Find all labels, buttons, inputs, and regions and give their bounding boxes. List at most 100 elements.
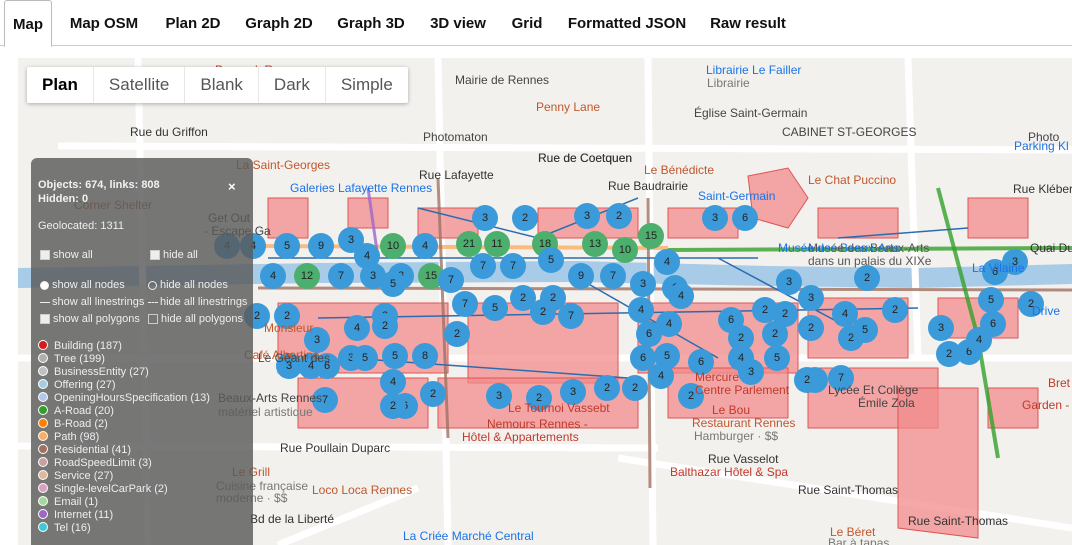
map-type-plan[interactable]: Plan xyxy=(27,67,94,103)
cluster-marker[interactable]: 5 xyxy=(352,345,378,371)
cluster-marker[interactable]: 2 xyxy=(606,203,632,229)
cluster-marker[interactable]: 11 xyxy=(484,231,510,257)
tab-raw-result[interactable]: Raw result xyxy=(710,15,786,32)
cluster-marker[interactable]: 3 xyxy=(630,271,656,297)
cluster-marker[interactable]: 2 xyxy=(1018,291,1044,317)
cluster-marker[interactable]: 3 xyxy=(472,205,498,231)
tab-map[interactable]: Map xyxy=(4,0,52,47)
hide-all-polygons-button[interactable]: hide all polygons xyxy=(148,313,243,325)
tab-grid[interactable]: Grid xyxy=(511,15,543,32)
show-all-polygons-button[interactable]: show all polygons xyxy=(40,313,140,325)
cluster-marker[interactable]: 2 xyxy=(772,301,798,327)
map-canvas[interactable]: 4459341042111181310153232364127381577759… xyxy=(18,58,1072,545)
tab-formatted-json[interactable]: Formatted JSON xyxy=(567,15,687,32)
hide-all-linestrings-button[interactable]: hide all linestrings xyxy=(148,296,247,308)
cluster-marker[interactable]: 5 xyxy=(382,343,408,369)
cluster-marker[interactable]: 8 xyxy=(412,343,438,369)
tab-3d-view[interactable]: 3D view xyxy=(430,15,486,32)
cluster-marker[interactable]: 5 xyxy=(482,295,508,321)
cluster-marker[interactable]: 3 xyxy=(486,383,512,409)
cluster-marker[interactable]: 7 xyxy=(600,263,626,289)
close-icon[interactable]: × xyxy=(228,179,236,194)
cluster-marker[interactable]: 7 xyxy=(438,267,464,293)
cluster-marker[interactable]: 5 xyxy=(380,271,406,297)
cluster-marker[interactable]: 21 xyxy=(456,231,482,257)
cluster-marker[interactable]: 4 xyxy=(380,369,406,395)
cluster-marker[interactable]: 7 xyxy=(328,263,354,289)
cluster-marker[interactable]: 2 xyxy=(274,303,300,329)
hide-all-nodes-radio[interactable]: hide all nodes xyxy=(148,279,228,291)
cluster-marker[interactable]: 6 xyxy=(732,205,758,231)
cluster-marker[interactable]: 5 xyxy=(852,317,878,343)
tab-map-osm[interactable]: Map OSM xyxy=(69,15,139,32)
map-type-simple[interactable]: Simple xyxy=(340,75,393,94)
cluster-marker[interactable]: 4 xyxy=(648,363,674,389)
cluster-marker[interactable]: 2 xyxy=(372,313,398,339)
cluster-marker[interactable]: 4 xyxy=(654,249,680,275)
legend-item[interactable]: Tree (199) xyxy=(38,353,105,366)
cluster-marker[interactable]: 7 xyxy=(312,387,338,413)
cluster-marker[interactable]: 2 xyxy=(530,299,556,325)
cluster-marker[interactable]: 7 xyxy=(558,303,584,329)
cluster-marker[interactable]: 5 xyxy=(538,247,564,273)
map-type-dark[interactable]: Dark xyxy=(259,67,326,103)
tab-graph-3d[interactable]: Graph 3D xyxy=(337,15,405,32)
legend-item[interactable]: Offering (27) xyxy=(38,379,116,392)
legend-item[interactable]: OpeningHoursSpecification (13) xyxy=(38,392,210,405)
cluster-marker[interactable]: 4 xyxy=(298,353,324,379)
map-type-satellite[interactable]: Satellite xyxy=(94,67,186,103)
legend-item[interactable]: Service (27) xyxy=(38,470,113,483)
cluster-marker[interactable]: 3 xyxy=(928,315,954,341)
show-all-button[interactable]: show all xyxy=(40,249,93,261)
cluster-marker[interactable]: 7 xyxy=(500,253,526,279)
map-type-blank[interactable]: Blank xyxy=(185,67,259,103)
show-all-nodes-radio[interactable]: show all nodes xyxy=(40,279,125,291)
cluster-marker[interactable]: 7 xyxy=(470,253,496,279)
legend-item[interactable]: Email (1) xyxy=(38,496,98,509)
cluster-marker[interactable]: 2 xyxy=(420,381,446,407)
cluster-marker[interactable]: 2 xyxy=(678,383,704,409)
legend-item[interactable]: BusinessEntity (27) xyxy=(38,366,149,379)
cluster-marker[interactable]: 15 xyxy=(638,223,664,249)
cluster-marker[interactable]: 3 xyxy=(702,205,728,231)
cluster-marker[interactable]: 9 xyxy=(568,263,594,289)
cluster-marker[interactable]: 13 xyxy=(582,231,608,257)
cluster-marker[interactable]: 3 xyxy=(560,379,586,405)
cluster-marker[interactable]: 4 xyxy=(628,297,654,323)
cluster-marker[interactable]: 2 xyxy=(444,321,470,347)
cluster-marker[interactable]: 3 xyxy=(1002,249,1028,275)
show-all-linestrings-button[interactable]: show all linestrings xyxy=(40,296,144,308)
legend-item[interactable]: Building (187) xyxy=(38,340,122,353)
cluster-marker[interactable]: 12 xyxy=(294,263,320,289)
cluster-marker[interactable]: 2 xyxy=(854,265,880,291)
cluster-marker[interactable]: 3 xyxy=(776,269,802,295)
legend-item[interactable]: B-Road (2) xyxy=(38,418,108,431)
cluster-marker[interactable]: 3 xyxy=(304,327,330,353)
cluster-marker[interactable]: 5 xyxy=(978,287,1004,313)
cluster-marker[interactable]: 4 xyxy=(344,315,370,341)
legend-item[interactable]: RoadSpeedLimit (3) xyxy=(38,457,152,470)
cluster-marker[interactable]: 9 xyxy=(308,233,334,259)
cluster-marker[interactable]: 2 xyxy=(512,205,538,231)
legend-item[interactable]: A-Road (20) xyxy=(38,405,114,418)
hide-all-button[interactable]: hide all xyxy=(150,249,198,261)
cluster-marker[interactable]: 2 xyxy=(882,297,908,323)
cluster-marker[interactable]: 5 xyxy=(274,233,300,259)
cluster-marker[interactable]: 2 xyxy=(380,393,406,419)
legend-item[interactable]: Tel (16) xyxy=(38,522,91,535)
legend-item[interactable]: Internet (11) xyxy=(38,509,113,522)
cluster-marker[interactable]: 2 xyxy=(526,385,552,411)
cluster-marker[interactable]: 7 xyxy=(828,365,854,391)
tab-graph-2d[interactable]: Graph 2D xyxy=(245,15,313,32)
cluster-marker[interactable]: 5 xyxy=(764,345,790,371)
cluster-marker[interactable]: 10 xyxy=(612,237,638,263)
cluster-marker[interactable]: 6 xyxy=(980,311,1006,337)
cluster-marker[interactable]: 3 xyxy=(276,353,302,379)
cluster-marker[interactable]: 4 xyxy=(668,283,694,309)
cluster-marker[interactable]: 2 xyxy=(622,375,648,401)
cluster-marker[interactable]: 3 xyxy=(574,203,600,229)
cluster-marker[interactable]: 2 xyxy=(794,367,820,393)
cluster-marker[interactable]: 4 xyxy=(412,233,438,259)
legend-item[interactable]: Single-levelCarPark (2) xyxy=(38,483,168,496)
legend-item[interactable]: Path (98) xyxy=(38,431,99,444)
